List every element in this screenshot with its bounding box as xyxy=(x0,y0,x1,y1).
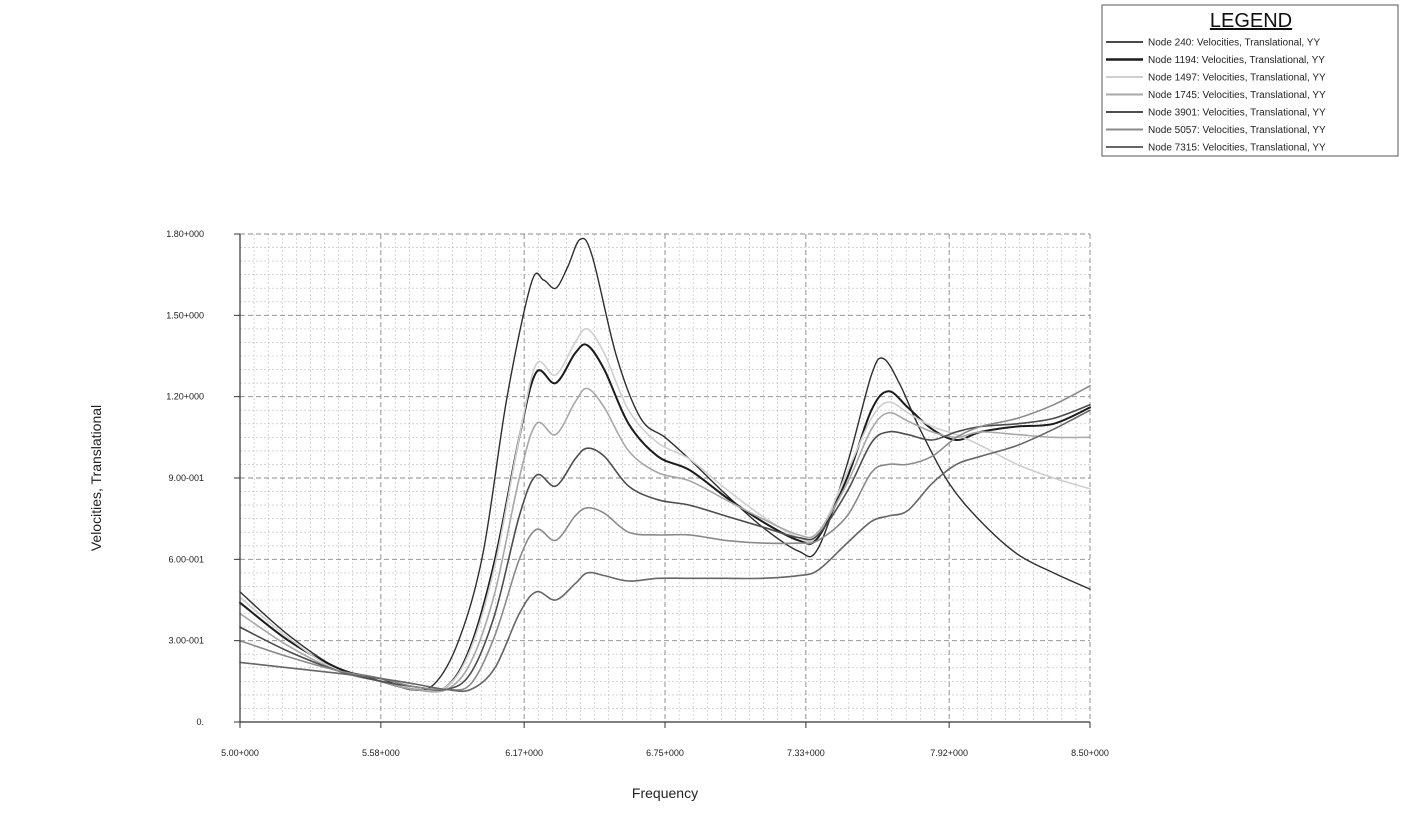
y-tick-label: 6.00-001 xyxy=(168,554,204,564)
series-layer xyxy=(239,237,1091,693)
legend: LEGEND Node 240: Velocities, Translation… xyxy=(1101,4,1399,157)
y-axis-title: Velocities, Translational xyxy=(88,405,104,551)
legend-title: LEGEND xyxy=(1210,10,1292,32)
legend-label-5: Node 3901: Velocities, Translational, YY xyxy=(1148,108,1326,119)
tick-labels: 5.00+000 5.58+000 6.17+000 6.75+000 7.33+000… xyxy=(166,229,1109,758)
y-tick-label: 0. xyxy=(196,717,204,727)
y-tick-label: 1.80+000 xyxy=(166,229,204,239)
x-axis-title: Frequency xyxy=(632,785,698,801)
legend-box xyxy=(1101,4,1399,157)
y-tick-label: 3.00-001 xyxy=(168,636,204,646)
series-line-7 xyxy=(239,409,1091,693)
legend-label-6: Node 5057: Velocities, Translational, YY xyxy=(1148,125,1326,136)
series-line-3 xyxy=(239,327,1091,692)
x-tick-label: 6.75+000 xyxy=(646,748,684,758)
legend-label-1: Node 240: Velocities, Translational, YY xyxy=(1148,38,1320,49)
y-tick-label: 1.50+000 xyxy=(166,310,204,320)
y-tick-label: 1.20+000 xyxy=(166,392,204,402)
series-line-1 xyxy=(239,237,1091,692)
x-tick-label: 5.00+000 xyxy=(221,748,259,758)
grid-lines xyxy=(239,233,1091,723)
legend-label-3: Node 1497: Velocities, Translational, YY xyxy=(1148,73,1326,84)
legend-label-4: Node 1745: Velocities, Translational, YY xyxy=(1148,90,1326,101)
legend-label-7: Node 7315: Velocities, Translational, YY xyxy=(1148,143,1326,154)
x-tick-label: 7.92+000 xyxy=(930,748,968,758)
x-tick-label: 8.50+000 xyxy=(1071,748,1109,758)
axes xyxy=(234,233,1091,728)
legend-label-2: Node 1194: Velocities, Translational, YY xyxy=(1148,55,1325,66)
y-tick-label: 9.00-001 xyxy=(168,473,204,483)
legend-items: Node 240: Velocities, Translational, YY N… xyxy=(1106,38,1326,154)
x-tick-label: 6.17+000 xyxy=(505,748,543,758)
x-tick-label: 5.58+000 xyxy=(362,748,400,758)
x-tick-label: 7.33+000 xyxy=(787,748,825,758)
